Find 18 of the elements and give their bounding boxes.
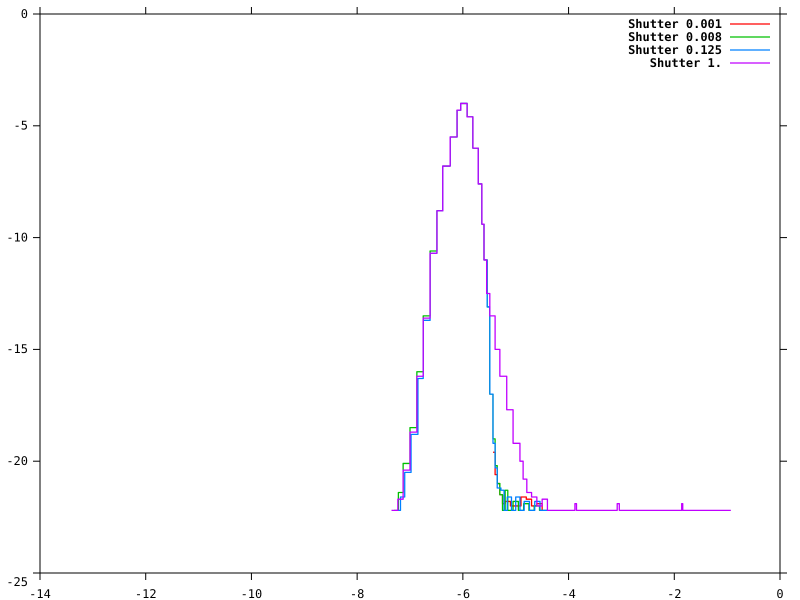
y-tick-label: -10 [6, 230, 28, 244]
x-tick-label: -8 [350, 587, 364, 600]
legend-label: Shutter 0.001 [628, 17, 722, 31]
y-tick-label: 0 [20, 6, 28, 21]
x-tick-label: -10 [240, 587, 262, 600]
y-tick-label: -5 [14, 118, 28, 133]
x-tick-label: -6 [456, 587, 470, 600]
x-tick-label: 0 [776, 587, 784, 600]
legend-label: Shutter 0.125 [628, 43, 722, 57]
x-tick-label: -4 [561, 587, 576, 600]
x-tick-label: -14 [29, 587, 51, 600]
y-tick-label: -20 [6, 454, 28, 468]
x-tick-label: -12 [134, 587, 157, 600]
y-tick-label: -25 [6, 575, 28, 590]
y-tick-label: -15 [6, 342, 28, 356]
legend-label: Shutter 0.008 [628, 30, 722, 44]
legend-label: Shutter 1. [650, 56, 722, 70]
x-tick-label: -2 [667, 587, 682, 600]
